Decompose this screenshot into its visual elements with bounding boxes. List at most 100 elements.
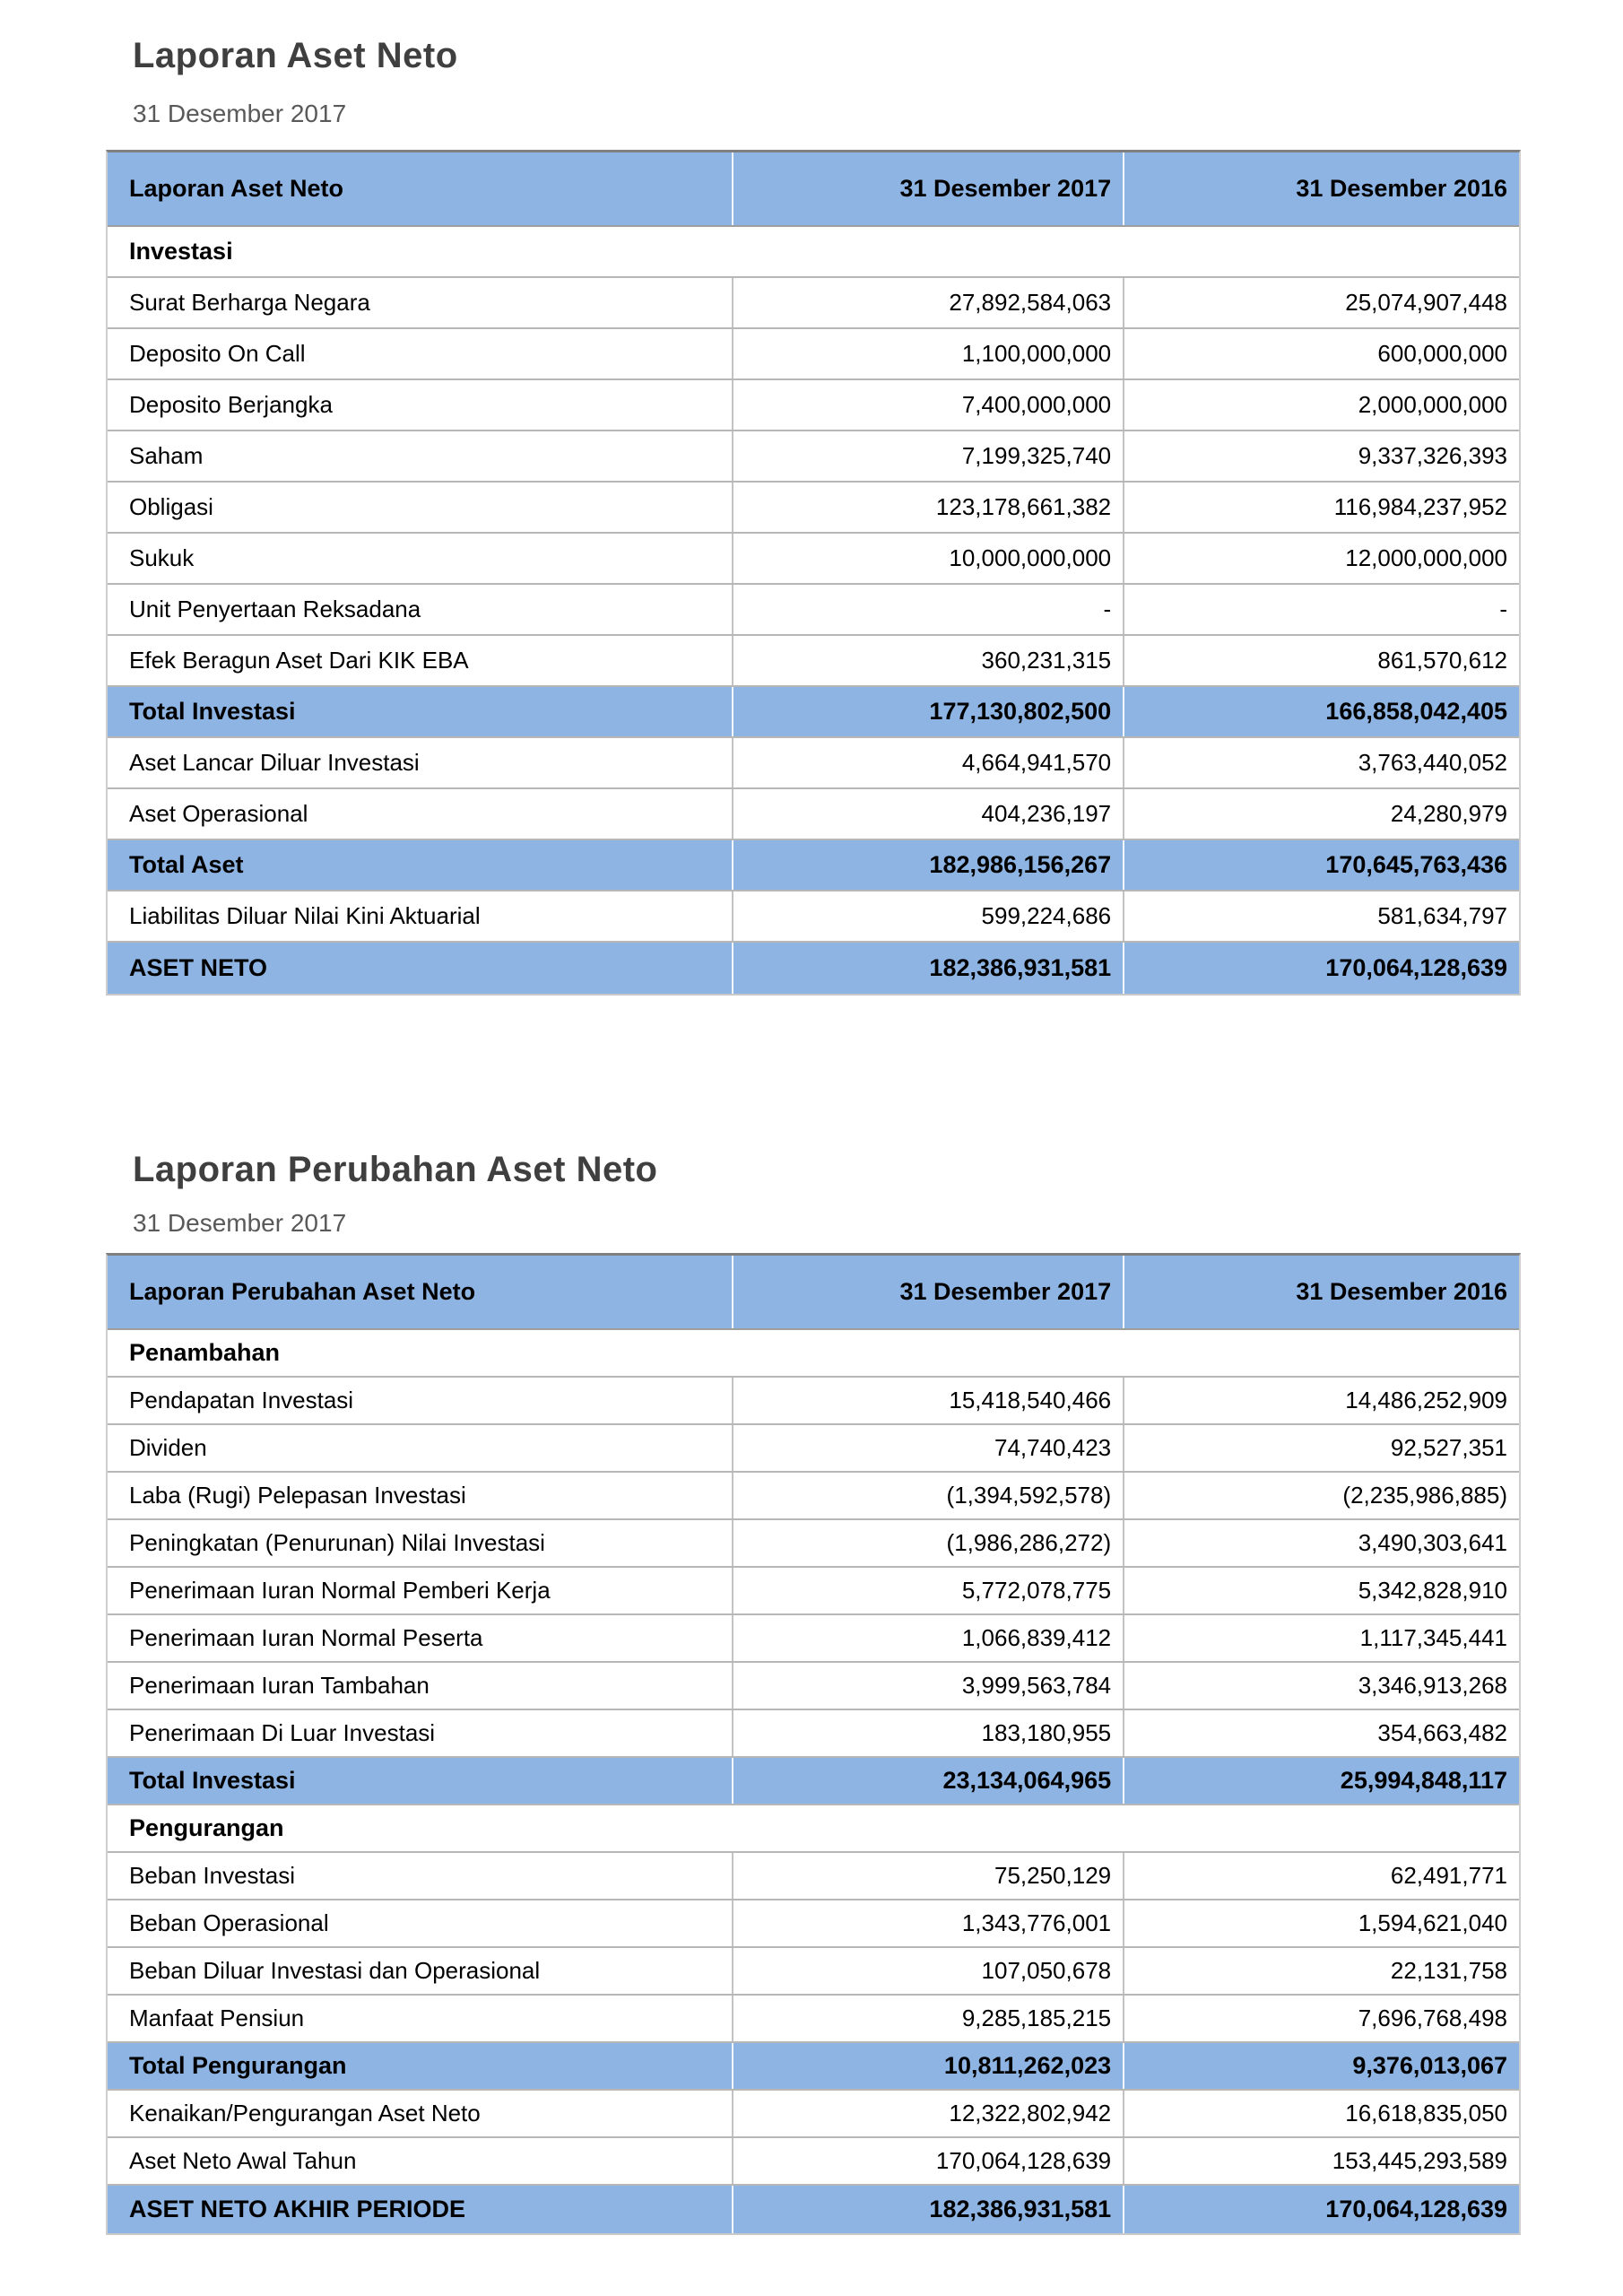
- table-row: Deposito On Call 1,100,000,000 600,000,000: [108, 329, 1519, 380]
- table-row: Dividen 74,740,423 92,527,351: [108, 1425, 1519, 1473]
- table-row: Obligasi 123,178,661,382 116,984,237,952: [108, 483, 1519, 534]
- row-label: ASET NETO: [129, 954, 268, 981]
- value-2017: -: [732, 585, 1123, 634]
- table-header-row: Laporan Aset Neto 31 Desember 2017 31 De…: [108, 152, 1519, 227]
- value-2017: 1,100,000,000: [732, 329, 1123, 378]
- value-2016: 354,663,482: [1123, 1710, 1519, 1756]
- row-label: Deposito Berjangka: [129, 391, 333, 418]
- table-row: Aset Neto Awal Tahun 170,064,128,639 153,4…: [108, 2138, 1519, 2186]
- value-2016: 92,527,351: [1123, 1425, 1519, 1471]
- column-header-2017: 31 Desember 2017: [732, 1256, 1123, 1328]
- row-label: Obligasi: [129, 493, 213, 520]
- value-2017: 12,322,802,942: [732, 2091, 1123, 2136]
- value-2016: 12,000,000,000: [1123, 534, 1519, 583]
- table-body: Investasi Surat Berharga Negara 27,892,584…: [108, 227, 1519, 994]
- value-2017: 1,343,776,001: [732, 1900, 1123, 1946]
- value-2017: 177,130,802,500: [732, 687, 1123, 736]
- total-row: Total Investasi 177,130,802,500 166,858,04…: [108, 687, 1519, 738]
- row-label: Dividen: [129, 1434, 207, 1461]
- value-2016: 600,000,000: [1123, 329, 1519, 378]
- value-2017: 182,386,931,581: [732, 2186, 1123, 2233]
- value-2017: 5,772,078,775: [732, 1568, 1123, 1613]
- column-header-label: Laporan Perubahan Aset Neto: [129, 1278, 476, 1305]
- value-2016: 166,858,042,405: [1123, 687, 1519, 736]
- table-row: Liabilitas Diluar Nilai Kini Aktuarial 59…: [108, 891, 1519, 943]
- value-2017: 123,178,661,382: [732, 483, 1123, 532]
- table-row: Beban Operasional 1,343,776,001 1,594,621,…: [108, 1900, 1519, 1948]
- table-row: Aset Operasional 404,236,197 24,280,979: [108, 789, 1519, 840]
- table-row: Sukuk 10,000,000,000 12,000,000,000: [108, 534, 1519, 585]
- row-label: Kenaikan/Pengurangan Aset Neto: [129, 2100, 481, 2126]
- table-row: Penerimaan Di Luar Investasi 183,180,955 3…: [108, 1710, 1519, 1758]
- value-2016: 1,594,621,040: [1123, 1900, 1519, 1946]
- row-label: Total Investasi: [129, 698, 296, 725]
- value-2016: 62,491,771: [1123, 1853, 1519, 1899]
- total-row: ASET NETO 182,386,931,581 170,064,128,639: [108, 943, 1519, 994]
- table-body: Penambahan Pendapatan Investasi 15,418,540…: [108, 1330, 1519, 2233]
- value-2016: 25,074,907,448: [1123, 278, 1519, 327]
- row-label: Surat Berharga Negara: [129, 289, 370, 316]
- value-2017: 107,050,678: [732, 1948, 1123, 1994]
- row-label: Total Aset: [129, 851, 244, 878]
- value-2017: (1,986,286,272): [732, 1520, 1123, 1566]
- value-2016: 861,570,612: [1123, 636, 1519, 685]
- row-label: Aset Lancar Diluar Investasi: [129, 749, 420, 776]
- value-2016: -: [1123, 585, 1519, 634]
- value-2017: 3,999,563,784: [732, 1663, 1123, 1709]
- section-label: Investasi: [129, 238, 233, 265]
- row-label: ASET NETO AKHIR PERIODE: [129, 2196, 466, 2222]
- table-row: Manfaat Pensiun 9,285,185,215 7,696,768,49…: [108, 1996, 1519, 2043]
- table-row: Deposito Berjangka 7,400,000,000 2,000,000…: [108, 380, 1519, 431]
- page-title: Laporan Aset Neto: [133, 36, 458, 75]
- value-2016: 3,346,913,268: [1123, 1663, 1519, 1709]
- section-row: Penambahan: [108, 1330, 1519, 1378]
- section-row: Investasi: [108, 227, 1519, 278]
- table-header-row: Laporan Perubahan Aset Neto 31 Desember …: [108, 1256, 1519, 1330]
- table-row: Unit Penyertaan Reksadana - -: [108, 585, 1519, 636]
- value-2016: 22,131,758: [1123, 1948, 1519, 1994]
- value-2016: 9,337,326,393: [1123, 431, 1519, 481]
- table-row: Penerimaan Iuran Tambahan 3,999,563,784 3,…: [108, 1663, 1519, 1710]
- value-2017: 7,199,325,740: [732, 431, 1123, 481]
- row-label: Pendapatan Investasi: [129, 1387, 354, 1413]
- column-header-2017: 31 Desember 2017: [732, 152, 1123, 225]
- report-date: 31 Desember 2017: [133, 1209, 347, 1237]
- row-label: Total Investasi: [129, 1767, 296, 1794]
- row-label: Aset Neto Awal Tahun: [129, 2147, 357, 2174]
- value-2017: 182,986,156,267: [732, 840, 1123, 890]
- value-2016: 3,763,440,052: [1123, 738, 1519, 787]
- value-2016: 2,000,000,000: [1123, 380, 1519, 430]
- value-2016: 16,618,835,050: [1123, 2091, 1519, 2136]
- page-title: Laporan Perubahan Aset Neto: [133, 1150, 658, 1189]
- table-row: Penerimaan Iuran Normal Pemberi Kerja 5,7…: [108, 1568, 1519, 1615]
- table-row: Aset Lancar Diluar Investasi 4,664,941,57…: [108, 738, 1519, 789]
- row-label: Beban Investasi: [129, 1862, 296, 1889]
- row-label: Beban Operasional: [129, 1909, 329, 1936]
- table-row: Efek Beragun Aset Dari KIK EBA 360,231,31…: [108, 636, 1519, 687]
- value-2016: 116,984,237,952: [1123, 483, 1519, 532]
- row-label: Penerimaan Iuran Tambahan: [129, 1672, 430, 1699]
- value-2016: 24,280,979: [1123, 789, 1519, 839]
- row-label: Efek Beragun Aset Dari KIK EBA: [129, 647, 469, 674]
- row-label: Saham: [129, 442, 204, 469]
- row-label: Unit Penyertaan Reksadana: [129, 596, 421, 622]
- aset-neto-table: Laporan Aset Neto 31 Desember 2017 31 De…: [106, 150, 1521, 996]
- column-header-2016: 31 Desember 2016: [1123, 152, 1519, 225]
- row-label: Deposito On Call: [129, 340, 306, 367]
- row-label: Peningkatan (Penurunan) Nilai Investasi: [129, 1529, 545, 1556]
- total-row: Total Aset 182,986,156,267 170,645,763,436: [108, 840, 1519, 891]
- row-label: Beban Diluar Investasi dan Operasional: [129, 1957, 541, 1984]
- value-2016: 153,445,293,589: [1123, 2138, 1519, 2184]
- table-row: Peningkatan (Penurunan) Nilai Investasi (…: [108, 1520, 1519, 1568]
- table-row: Kenaikan/Pengurangan Aset Neto 12,322,802…: [108, 2091, 1519, 2138]
- value-2016: 7,696,768,498: [1123, 1996, 1519, 2041]
- value-2017: 4,664,941,570: [732, 738, 1123, 787]
- value-2016: 170,645,763,436: [1123, 840, 1519, 890]
- total-row: ASET NETO AKHIR PERIODE 182,386,931,581 17…: [108, 2186, 1519, 2233]
- table-row: Pendapatan Investasi 15,418,540,466 14,486…: [108, 1378, 1519, 1425]
- total-row: Total Investasi 23,134,064,965 25,994,848,…: [108, 1758, 1519, 1805]
- column-header-2016: 31 Desember 2016: [1123, 1256, 1519, 1328]
- perubahan-aset-neto-table: Laporan Perubahan Aset Neto 31 Desember …: [106, 1253, 1521, 2235]
- row-label: Liabilitas Diluar Nilai Kini Aktuarial: [129, 902, 481, 929]
- total-row: Total Pengurangan 10,811,262,023 9,376,013…: [108, 2043, 1519, 2091]
